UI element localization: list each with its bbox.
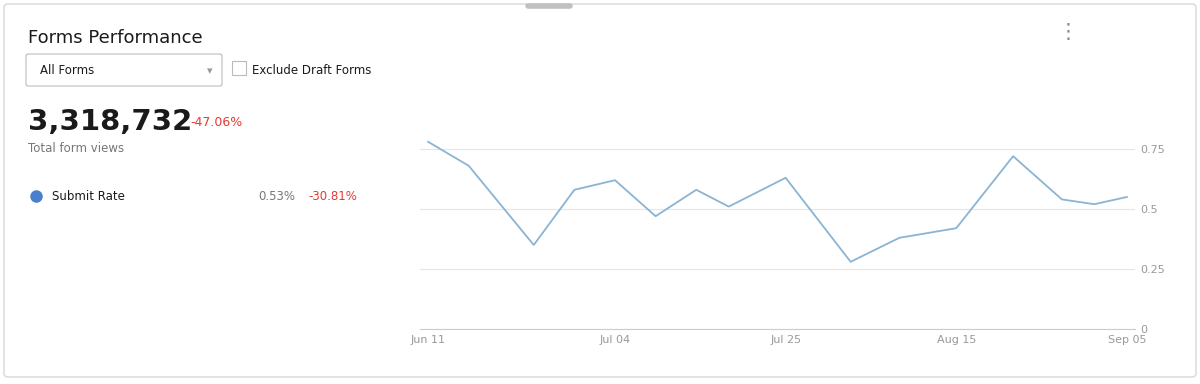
Text: Submit Rate: Submit Rate [52,189,125,202]
Text: -30.81%: -30.81% [308,189,356,202]
FancyBboxPatch shape [4,4,1196,377]
Text: ⋮: ⋮ [1057,22,1079,42]
Text: -47.06%: -47.06% [190,116,242,129]
Text: Exclude Draft Forms: Exclude Draft Forms [252,63,371,76]
FancyBboxPatch shape [26,54,222,86]
Text: 0.53%: 0.53% [258,189,295,202]
Text: 3,318,732: 3,318,732 [28,108,192,136]
Text: Forms Performance: Forms Performance [28,29,203,47]
Text: ▾: ▾ [208,66,212,76]
Text: All Forms: All Forms [40,65,95,78]
Text: Total form views: Total form views [28,141,124,154]
FancyBboxPatch shape [232,61,246,75]
